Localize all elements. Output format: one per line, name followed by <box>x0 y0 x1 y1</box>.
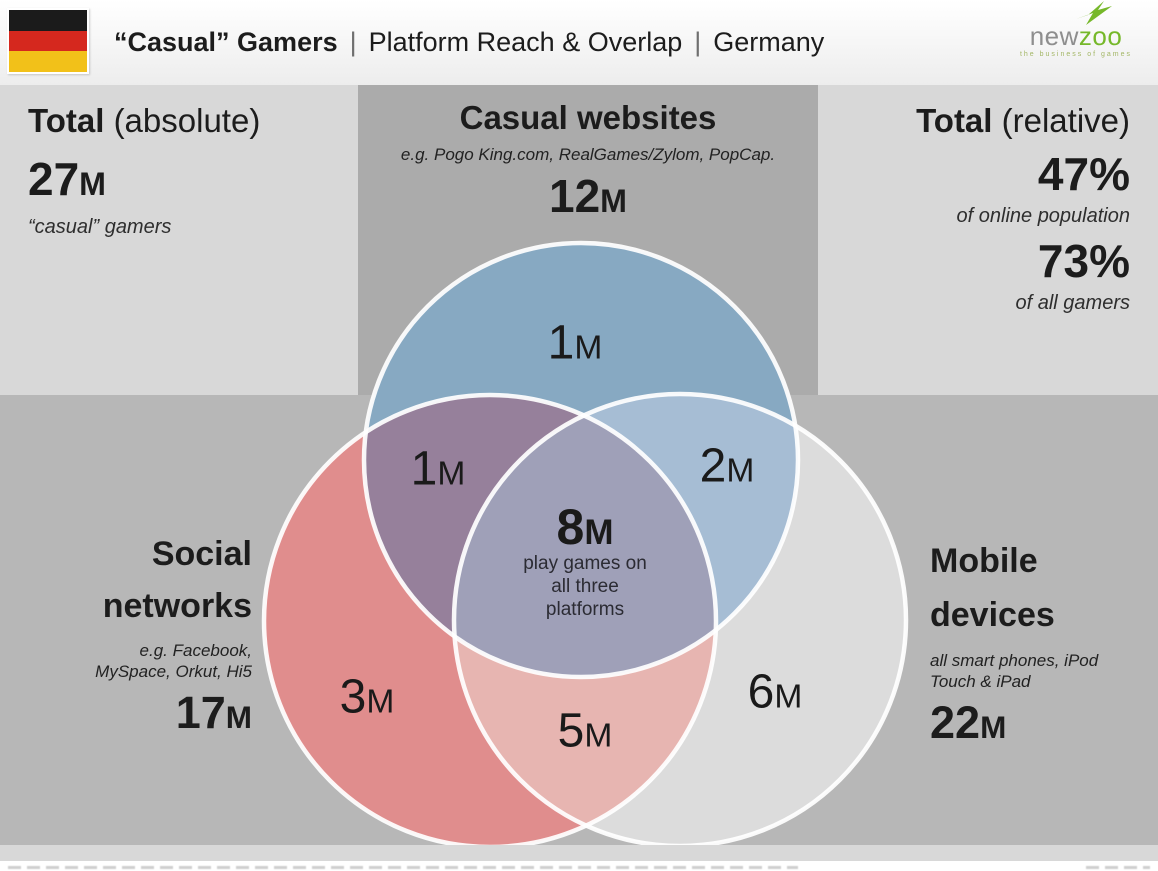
total-relative-block: Total (relative) 47% of online populatio… <box>916 101 1130 315</box>
total-relative-caption-gamers: of all gamers <box>1015 292 1131 315</box>
newzoo-logo: newzoo the business of games <box>1010 1 1142 58</box>
venn-diagram <box>261 240 909 845</box>
newzoo-wordmark: newzoo <box>1029 21 1123 51</box>
venn-outline-mobile <box>451 391 909 845</box>
venn-value-casual-mobile: 2M <box>699 439 755 493</box>
venn-all-three-description: play games on all three platforms <box>523 553 647 620</box>
newzoo-tagline: the business of games <box>1019 51 1133 58</box>
total-relative-value-online: 47% <box>1037 147 1130 200</box>
footer-cutoff-text <box>8 866 798 869</box>
panel-total-absolute-bg <box>0 85 358 395</box>
casual-websites-value: 12M <box>549 169 627 222</box>
venn-value-casual-social: 1M <box>410 442 466 496</box>
mobile-devices-block: Mobile devices all smart phones, iPod To… <box>930 534 1098 745</box>
casual-websites-examples: e.g. Pogo King.com, RealGames/Zylom, Pop… <box>400 144 776 164</box>
total-absolute-block: Total (absolute) 27M “casual” gamers <box>28 101 260 239</box>
germany-flag-icon <box>7 8 89 74</box>
social-networks-name: Social networks <box>102 535 252 625</box>
title-separator: | <box>694 27 702 57</box>
total-absolute-value: 27M <box>28 152 106 205</box>
total-relative-caption-online: of online population <box>956 204 1130 227</box>
panel-total-relative-bg <box>818 85 1158 395</box>
footer-cutoff-text <box>1086 866 1150 869</box>
casual-websites-block: Casual websites e.g. Pogo King.com, Real… <box>358 98 818 220</box>
venn-outline-social <box>261 392 719 845</box>
newzoo-bolt-icon <box>1076 1 1112 25</box>
mobile-devices-examples: all smart phones, iPod Touch & iPad <box>930 651 1099 691</box>
total-absolute-caption: “casual” gamers <box>28 215 172 238</box>
page-title: “Casual” Gamers | Platform Reach & Overl… <box>114 0 824 85</box>
total-relative-value-gamers: 73% <box>1037 234 1130 287</box>
title-section: Platform Reach & Overlap <box>368 27 683 57</box>
header: “Casual” Gamers | Platform Reach & Overl… <box>0 0 1158 85</box>
total-relative-heading: Total (relative) <box>916 102 1130 139</box>
mobile-devices-name: Mobile devices <box>930 542 1055 634</box>
venn-value-social-mobile: 5M <box>557 704 613 758</box>
casual-websites-name: Casual websites <box>459 99 717 136</box>
venn-value-all-three: 8M <box>556 499 614 555</box>
venn-value-casual-only: 1M <box>547 316 603 370</box>
social-networks-examples: e.g. Facebook, MySpace, Orkut, Hi5 <box>95 641 252 681</box>
footer-strip <box>0 845 1158 861</box>
title-separator: | <box>349 27 357 57</box>
social-networks-block: Social networks e.g. Facebook, MySpace, … <box>95 528 252 735</box>
venn-outline-casual <box>361 240 801 680</box>
venn-value-mobile-only: 6M <box>747 665 803 719</box>
social-networks-value: 17M <box>175 687 252 738</box>
mobile-devices-value: 22M <box>930 697 1007 748</box>
title-primary: “Casual” Gamers <box>114 27 338 57</box>
venn-value-social-only: 3M <box>339 670 395 724</box>
total-absolute-heading: Total (absolute) <box>28 102 261 139</box>
venn-region-all-three <box>454 395 716 677</box>
title-region: Germany <box>713 27 825 57</box>
